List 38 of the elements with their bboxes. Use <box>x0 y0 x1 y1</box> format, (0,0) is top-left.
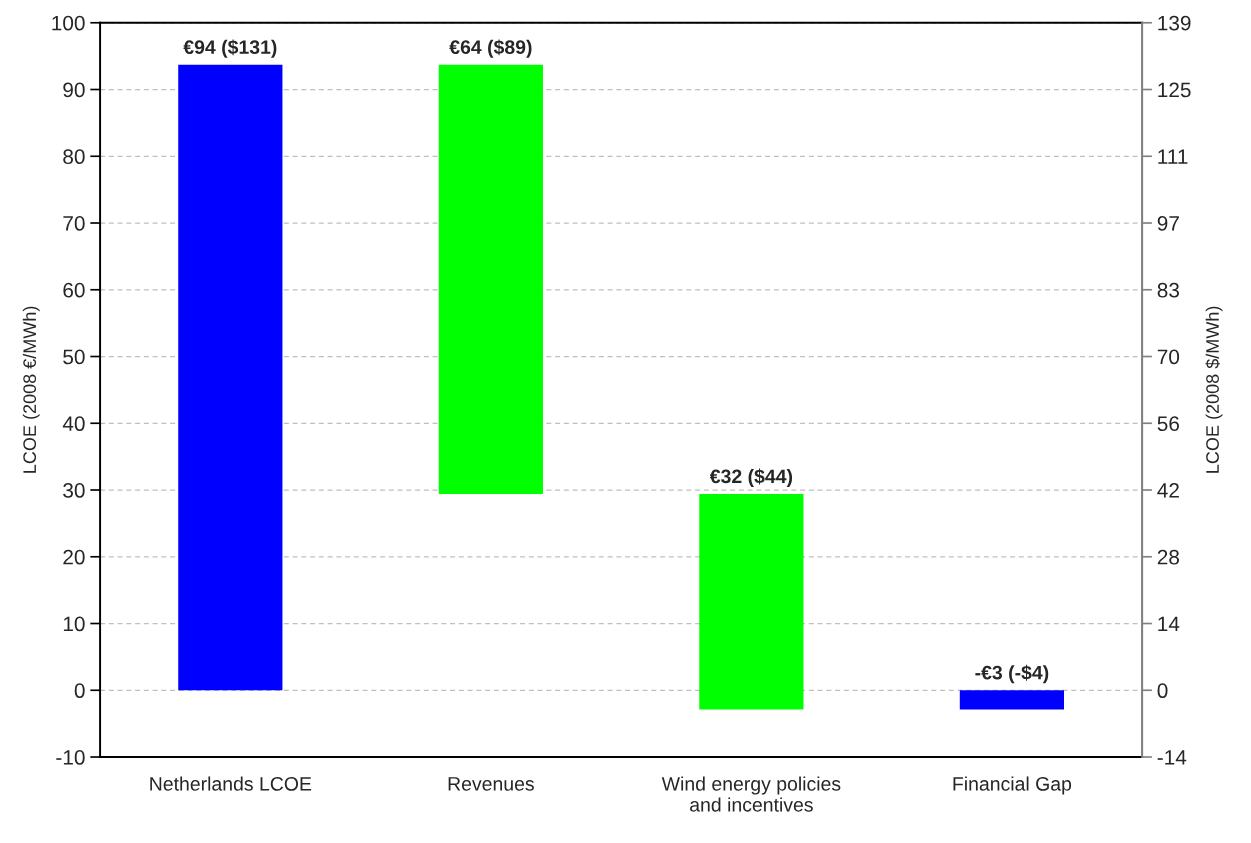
y2-tick-label: 70 <box>1157 349 1180 365</box>
y-tick-label: 10 <box>63 616 85 632</box>
y2-axis-title: LCOE (2008 $/MWh) <box>1205 306 1223 473</box>
data-label: €32 ($44) <box>709 468 793 488</box>
x-tick-label: Financial Gap <box>953 776 1072 795</box>
data-label: €64 ($89) <box>449 39 532 58</box>
y2-tick-label: 56 <box>1157 416 1179 432</box>
y-axis-title: LCOE (2008 €/MWh) <box>22 306 40 473</box>
y2-tick-label: 83 <box>1157 282 1179 298</box>
y2-tick-label: 0 <box>1157 683 1168 699</box>
y2-tick-label: 97 <box>1157 216 1179 231</box>
x-tick-label: Revenues <box>448 777 534 791</box>
x-tick-label: Wind energy policies and incentives <box>661 776 841 812</box>
y-tick-label: 30 <box>63 483 85 498</box>
data-label: €94 ($131) <box>183 39 277 58</box>
y2-tick-label: 125 <box>1158 82 1191 98</box>
y-tick-label: 70 <box>63 216 85 231</box>
bar <box>959 690 1065 710</box>
y-tick-label: -10 <box>56 750 85 765</box>
y2-tick-label: 14 <box>1158 616 1180 632</box>
y-tick-label: 50 <box>63 349 85 365</box>
y2-tick-label: 28 <box>1157 549 1180 565</box>
x-tick-label: Netherlands LCOE <box>150 776 312 791</box>
bar <box>438 64 543 495</box>
y-tick-label: 100 <box>52 15 85 31</box>
y-tick-label: 80 <box>63 149 85 165</box>
y2-tick-label: 111 <box>1158 149 1188 164</box>
y-tick-label: 40 <box>62 416 85 432</box>
y-tick-label: 90 <box>63 82 85 98</box>
bar <box>178 64 283 691</box>
y2-tick-label: -14 <box>1157 750 1187 765</box>
y-tick-label: 60 <box>63 282 85 298</box>
bar <box>699 494 804 710</box>
y-tick-label: 0 <box>74 683 85 699</box>
y2-tick-label: 139 <box>1158 15 1191 31</box>
y2-tick-label: 42 <box>1157 483 1179 498</box>
data-label: -€3 (-$4) <box>975 664 1049 684</box>
y-tick-label: 20 <box>63 549 85 565</box>
